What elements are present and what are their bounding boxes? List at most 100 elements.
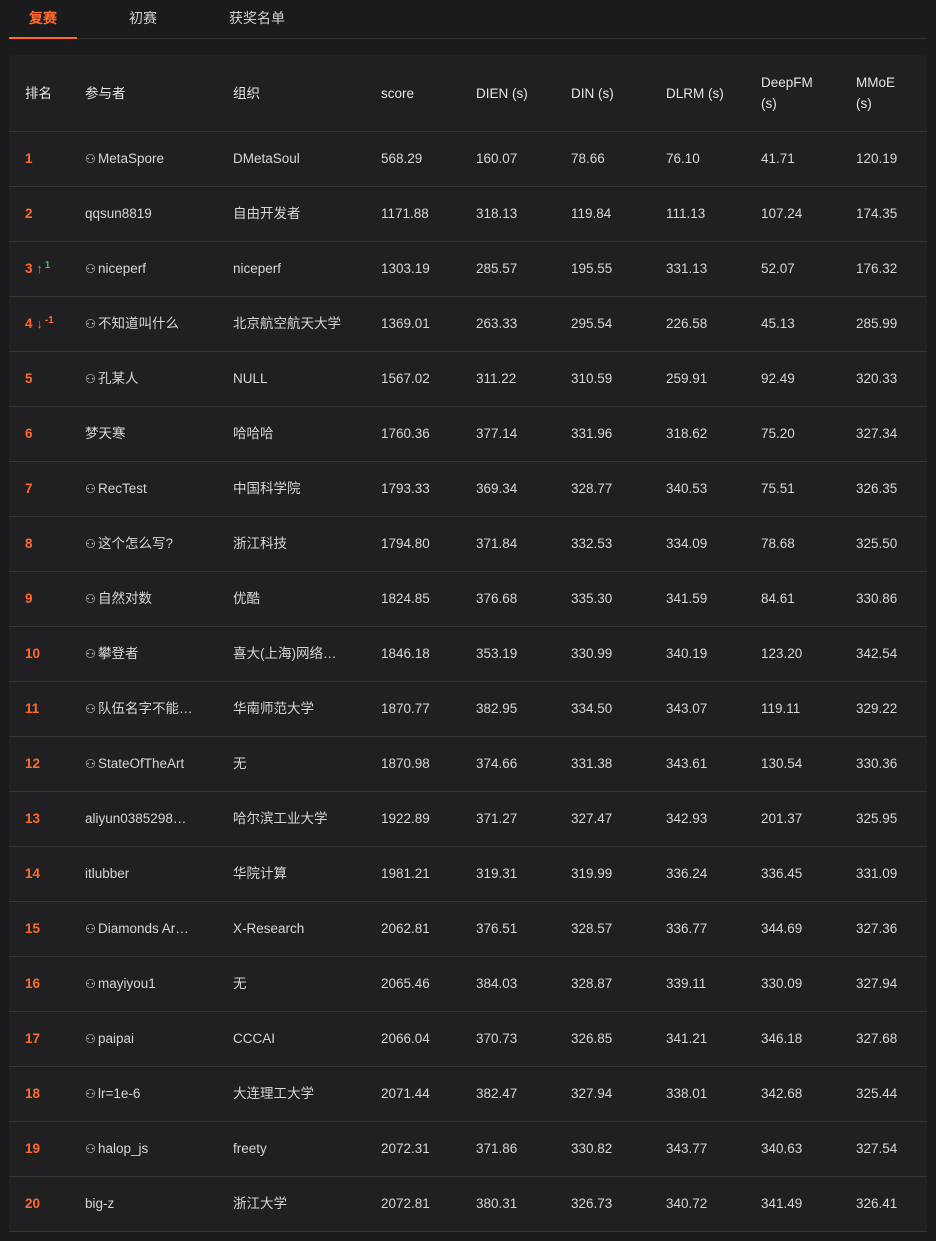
cell-mmoe: 330.86 (856, 591, 898, 606)
cell-org: 华院计算 (233, 866, 287, 881)
cell-participant[interactable]: ⚇ MetaSpore (85, 132, 205, 186)
rank-number: 13 (25, 811, 41, 826)
cell-din: 328.57 (571, 921, 613, 936)
cell-participant[interactable]: ⚇ 这个怎么写? (85, 517, 205, 571)
cell-participant[interactable]: aliyun0385298… (85, 792, 205, 846)
cell-dlrm: 339.11 (666, 976, 707, 991)
cell-org: 华南师范大学 (233, 701, 314, 716)
cell-org: 中国科学院 (233, 481, 301, 496)
cell-participant[interactable]: ⚇ 攀登者 (85, 627, 205, 681)
cell-deepfm: 130.54 (761, 756, 803, 771)
cell-mmoe: 327.94 (856, 976, 898, 991)
participant-name: 这个怎么写? (98, 536, 174, 551)
cell-din: 331.96 (571, 426, 613, 441)
cell-mmoe: 176.32 (856, 261, 898, 276)
cell-score: 1369.01 (381, 316, 430, 331)
cell-score: 1567.02 (381, 371, 430, 386)
cell-participant[interactable]: ⚇ mayiyou1 (85, 957, 205, 1011)
rank-number: 17 (25, 1031, 41, 1046)
participant-name: 攀登者 (98, 646, 139, 661)
cell-participant[interactable]: ⚇ RecTest (85, 462, 205, 516)
table-row: 15 ⚇ Diamonds Ar… X-Research 2062.81 376.… (9, 902, 927, 957)
participant-name: 队伍名字不能… (98, 701, 193, 716)
cell-deepfm: 45.13 (761, 316, 795, 331)
cell-din: 319.99 (571, 866, 613, 881)
cell-rank: 12 (25, 737, 83, 791)
cell-participant[interactable]: ⚇ 队伍名字不能… (85, 682, 205, 736)
cell-dlrm: 340.19 (666, 646, 708, 661)
cell-score: 1981.21 (381, 866, 430, 881)
cell-dien: 311.22 (476, 371, 517, 386)
cell-din: 331.38 (571, 756, 613, 771)
rank-number: 9 (25, 591, 33, 606)
cell-din: 330.82 (571, 1141, 613, 1156)
cell-rank: 14 (25, 847, 83, 901)
cell-deepfm: 330.09 (761, 976, 803, 991)
cell-din: 335.30 (571, 591, 613, 606)
cell-participant[interactable]: big-z (85, 1177, 205, 1231)
cell-participant[interactable]: ⚇ halop_js (85, 1122, 205, 1176)
leaderboard-tabs: 复赛 初赛 获奖名单 (9, 0, 927, 39)
tab-preliminary[interactable]: 初赛 (129, 10, 157, 26)
table-row: 5 ⚇ 孔某人 NULL 1567.02 311.22 310.59 259.91… (9, 352, 927, 407)
rank-number: 15 (25, 921, 41, 936)
cell-rank: 7 (25, 462, 83, 516)
tab-award-list[interactable]: 获奖名单 (229, 10, 285, 26)
cell-din: 310.59 (571, 371, 613, 386)
cell-score: 1793.33 (381, 481, 430, 496)
cell-score: 2066.04 (381, 1031, 430, 1046)
cell-participant[interactable]: ⚇ lr=1e-6 (85, 1067, 205, 1121)
cell-din: 334.50 (571, 701, 613, 716)
rank-number: 12 (25, 756, 41, 771)
header-din: DIN (s) (571, 85, 614, 101)
team-icon: ⚇ (85, 1087, 96, 1101)
cell-mmoe: 326.35 (856, 481, 898, 496)
cell-participant[interactable]: qqsun8819 (85, 187, 205, 241)
cell-participant[interactable]: ⚇ StateOfTheArt (85, 737, 205, 791)
cell-participant[interactable]: itlubber (85, 847, 205, 901)
cell-rank: 10 (25, 627, 83, 681)
team-icon: ⚇ (85, 262, 96, 276)
table-row: 16 ⚇ mayiyou1 无 2065.46 384.03 328.87 339… (9, 957, 927, 1012)
team-icon: ⚇ (85, 537, 96, 551)
header-dien: DIEN (s) (476, 85, 528, 101)
cell-dien: 376.51 (476, 921, 518, 936)
cell-dien: 382.95 (476, 701, 518, 716)
cell-participant[interactable]: ⚇ 不知道叫什么 (85, 297, 205, 351)
cell-dlrm: 343.07 (666, 701, 708, 716)
cell-dien: 376.68 (476, 591, 518, 606)
participant-name: 不知道叫什么 (98, 316, 179, 331)
cell-deepfm: 340.63 (761, 1141, 803, 1156)
cell-din: 326.85 (571, 1031, 613, 1046)
cell-mmoe: 285.99 (856, 316, 898, 331)
cell-din: 195.55 (571, 261, 613, 276)
cell-dlrm: 341.59 (666, 591, 708, 606)
participant-name: RecTest (98, 481, 147, 496)
rank-number: 6 (25, 426, 33, 441)
header-mmoe-line2: (s) (856, 96, 872, 111)
cell-participant[interactable]: ⚇ Diamonds Ar… (85, 902, 205, 956)
cell-mmoe: 325.95 (856, 811, 898, 826)
team-icon: ⚇ (85, 977, 96, 991)
header-rank: 排名 (25, 85, 52, 101)
cell-org: 浙江科技 (233, 536, 287, 551)
tab-final[interactable]: 复赛 (9, 0, 77, 39)
cell-participant[interactable]: ⚇ 自然对数 (85, 572, 205, 626)
cell-dlrm: 343.61 (666, 756, 708, 771)
header-dlrm: DLRM (s) (666, 85, 724, 101)
cell-org: NULL (233, 371, 268, 386)
cell-participant[interactable]: 梦天寒 (85, 407, 205, 461)
cell-participant[interactable]: ⚇ 孔某人 (85, 352, 205, 406)
cell-dlrm: 331.13 (666, 261, 708, 276)
cell-dien: 318.13 (476, 206, 518, 221)
team-icon: ⚇ (85, 1142, 96, 1156)
team-icon: ⚇ (85, 317, 96, 331)
cell-participant[interactable]: ⚇ paipai (85, 1012, 205, 1066)
rank-number: 5 (25, 371, 33, 386)
cell-org: DMetaSoul (233, 151, 300, 166)
header-deepfm-line2: (s) (761, 96, 777, 111)
rank-number: 10 (25, 646, 41, 661)
table-row: 18 ⚇ lr=1e-6 大连理工大学 2071.44 382.47 327.94… (9, 1067, 927, 1122)
cell-participant[interactable]: ⚇ niceperf (85, 242, 205, 296)
participant-name: niceperf (98, 261, 147, 276)
